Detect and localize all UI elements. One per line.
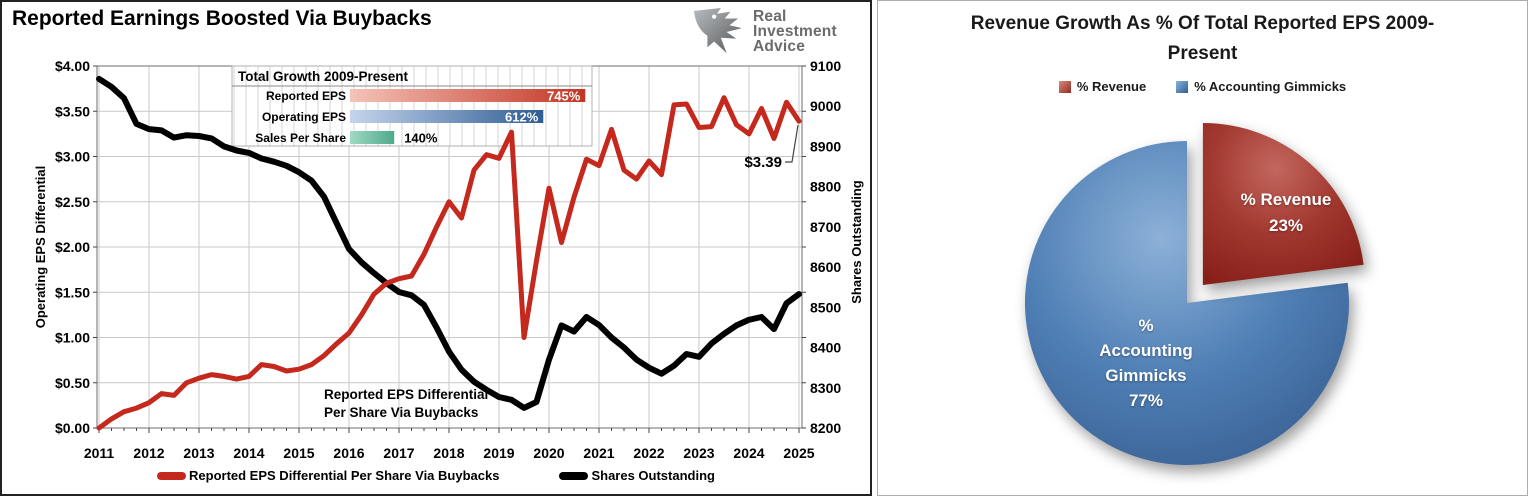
callout-value: $3.39 bbox=[744, 154, 782, 171]
x-tick-label: 2013 bbox=[183, 445, 214, 461]
x-tick-label: 2011 bbox=[84, 445, 115, 461]
pie-title-line2: Present bbox=[1167, 43, 1238, 64]
pie-chart-panel: Revenue Growth As % Of Total Reported EP… bbox=[877, 0, 1528, 496]
pie-label-line: Gimmicks bbox=[1105, 366, 1187, 385]
inset-bar bbox=[350, 110, 544, 123]
x-tick-label: 2025 bbox=[783, 445, 814, 461]
x-tick-label: 2020 bbox=[533, 445, 564, 461]
pie-title: Revenue Growth As % Of Total Reported EP… bbox=[878, 9, 1527, 69]
in-chart-annotation-line2: Per Share Via Buybacks bbox=[324, 405, 478, 420]
x-tick-label: 2016 bbox=[333, 445, 364, 461]
right-tick-label: 8700 bbox=[810, 219, 841, 235]
pie-label-line: Accounting bbox=[1099, 341, 1193, 360]
left-tick-label: $4.00 bbox=[55, 58, 90, 74]
inset-title: Total Growth 2009-Present bbox=[238, 69, 409, 84]
x-tick-label: 2023 bbox=[683, 445, 714, 461]
pie-title-line1: Revenue Growth As % Of Total Reported EP… bbox=[970, 13, 1435, 34]
right-tick-label: 9000 bbox=[810, 98, 841, 114]
pie-label-line: % Revenue bbox=[1240, 190, 1332, 209]
legend-item-shares: Shares Outstanding bbox=[559, 468, 715, 483]
revenue-swatch bbox=[1058, 80, 1071, 93]
inset-bar bbox=[350, 89, 586, 102]
pie-chart bbox=[1024, 123, 1364, 466]
callout-leader-line bbox=[785, 124, 799, 163]
right-tick-label: 8500 bbox=[810, 299, 841, 315]
inset-value-label: 745% bbox=[547, 89, 581, 104]
black-line-swatch bbox=[559, 471, 589, 480]
legend-label: Reported EPS Differential Per Share Via … bbox=[189, 468, 500, 483]
eps-differential-line bbox=[96, 95, 802, 431]
inset-value-label: 612% bbox=[505, 110, 539, 125]
right-tick-label: 8800 bbox=[810, 179, 841, 195]
x-tick-label: 2012 bbox=[133, 445, 164, 461]
left-tick-label: $1.50 bbox=[55, 284, 90, 300]
x-tick-label: 2022 bbox=[633, 445, 664, 461]
right-axis-title: Shares Outstanding bbox=[849, 180, 864, 304]
chart-title: Reported Earnings Boosted Via Buybacks bbox=[12, 7, 432, 30]
pie-legend-item-revenue: % Revenue bbox=[1058, 79, 1147, 94]
pie-legend-label: % Accounting Gimmicks bbox=[1194, 79, 1347, 94]
axis-labels: $0.00 $0.50 $1.00 $1.50 $2.00 $2.50 $3.00 $3.50… bbox=[55, 58, 841, 461]
inset-category-label: Operating EPS bbox=[262, 110, 346, 124]
left-tick-label: $2.50 bbox=[55, 194, 90, 210]
logo-text: Real Investment Advice bbox=[753, 7, 837, 55]
left-tick-label: $0.00 bbox=[55, 420, 90, 436]
left-axis-title: Operating EPS Differential bbox=[33, 166, 48, 329]
left-tick-label: $1.00 bbox=[55, 330, 90, 346]
inset-box bbox=[231, 65, 593, 147]
pie-label-line: 23% bbox=[1268, 216, 1304, 235]
axis-ticks bbox=[93, 65, 806, 433]
pie-legend-label: % Revenue bbox=[1076, 79, 1147, 94]
x-tick-label: 2024 bbox=[733, 445, 764, 461]
gimmicks-swatch bbox=[1176, 80, 1189, 93]
left-tick-label: $0.50 bbox=[55, 375, 90, 391]
in-chart-annotation-line1: Reported EPS Differential bbox=[324, 387, 488, 402]
chart-legend: Reported EPS Differential Per Share Via … bbox=[2, 468, 870, 483]
legend-label: Shares Outstanding bbox=[591, 468, 715, 483]
logo-line: Investment bbox=[753, 22, 837, 40]
right-tick-label: 8900 bbox=[810, 138, 841, 154]
buybacks-chart-panel: Reported Earnings Boosted Via Buybacks R… bbox=[0, 0, 872, 496]
inset-category-label: Reported EPS bbox=[266, 89, 346, 103]
pie-slices bbox=[1024, 123, 1364, 466]
x-tick-label: 2019 bbox=[483, 445, 514, 461]
x-tick-label: 2021 bbox=[583, 445, 614, 461]
right-tick-label: 8300 bbox=[810, 380, 841, 396]
pie-legend: % Revenue % Accounting Gimmicks bbox=[878, 79, 1527, 94]
legend-item-eps: Reported EPS Differential Per Share Via … bbox=[157, 468, 499, 483]
x-tick-label: 2014 bbox=[233, 445, 264, 461]
x-tick-label: 2018 bbox=[433, 445, 464, 461]
right-tick-label: 8400 bbox=[810, 340, 841, 356]
red-line-swatch bbox=[157, 471, 187, 480]
inset-gridlines bbox=[233, 66, 583, 146]
pie-label-gimmicks: % Accounting Gimmicks 77% bbox=[1056, 313, 1236, 413]
x-tick-label: 2017 bbox=[383, 445, 414, 461]
pie-label-revenue: % Revenue 23% bbox=[1196, 187, 1376, 239]
revenue-slice bbox=[1202, 123, 1364, 285]
ria-logo: Real Investment Advice bbox=[686, 5, 870, 57]
left-tick-label: $3.00 bbox=[55, 149, 90, 165]
left-tick-label: $3.50 bbox=[55, 103, 90, 119]
accounting-gimmicks-slice bbox=[1024, 140, 1349, 466]
shares-outstanding-line bbox=[96, 75, 802, 411]
left-tick-label: $2.00 bbox=[55, 239, 90, 255]
inset-category-label: Sales Per Share bbox=[255, 131, 346, 145]
logo-line: Real bbox=[753, 7, 787, 25]
inset-bars: Reported EPS 745% Operating EPS 612% Sales P… bbox=[255, 89, 586, 146]
pie-label-line: 77% bbox=[1128, 391, 1164, 410]
series-lines bbox=[96, 75, 802, 431]
x-tick-label: 2015 bbox=[283, 445, 314, 461]
inset-bar bbox=[350, 131, 395, 144]
eagle-icon bbox=[693, 7, 742, 54]
right-tick-label: 8600 bbox=[810, 259, 841, 275]
right-tick-label: 9100 bbox=[810, 58, 841, 74]
logo-line: Advice bbox=[753, 37, 806, 55]
line-chart: $0.00 $0.50 $1.00 $1.50 $2.00 $2.50 $3.00 $3.50… bbox=[33, 58, 864, 461]
inset-value-label: 140% bbox=[404, 131, 438, 146]
inset-bar-chart: Total Growth 2009-Present Reported EPS 74… bbox=[231, 65, 593, 147]
pie-label-line: % bbox=[1138, 316, 1154, 335]
right-tick-label: 8200 bbox=[810, 420, 841, 436]
pie-legend-item-gimmicks: % Accounting Gimmicks bbox=[1176, 79, 1346, 94]
